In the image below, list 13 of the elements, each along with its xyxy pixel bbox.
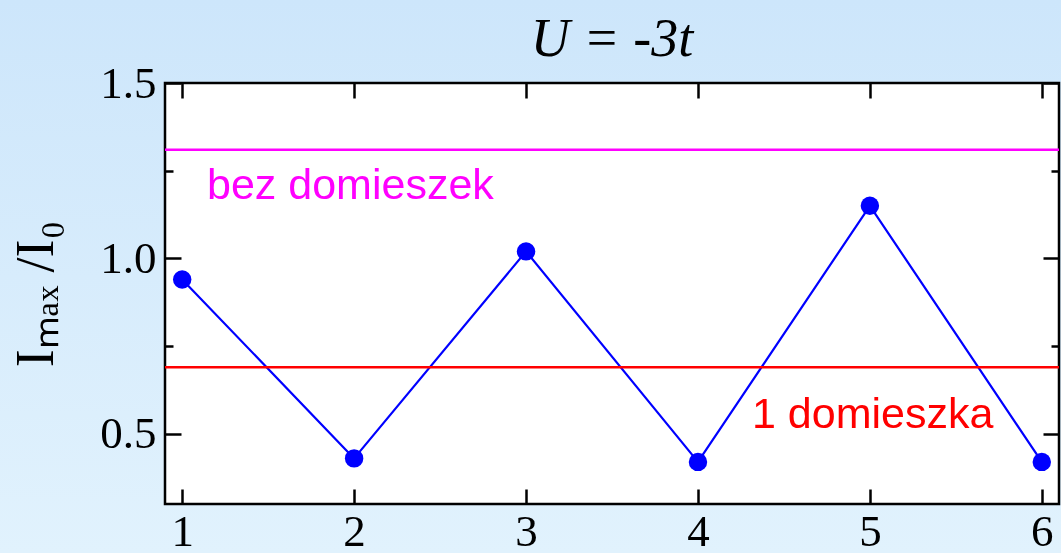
y-tick-label: 1.5 xyxy=(100,57,157,108)
x-tick-label: 3 xyxy=(515,505,538,553)
ref-line-label: 1 domieszka xyxy=(752,389,994,438)
x-tick-label: 2 xyxy=(343,505,366,553)
x-tick-label: 6 xyxy=(1031,505,1054,553)
chart-title: U = -3t xyxy=(530,8,696,68)
x-tick-label: 1 xyxy=(171,505,194,553)
y-tick-label: 1.0 xyxy=(100,232,157,283)
ref-line-label: bez domieszek xyxy=(207,159,495,208)
x-tick-label: 5 xyxy=(859,505,882,553)
y-tick-label: 0.5 xyxy=(100,408,157,459)
x-tick-label: 4 xyxy=(687,505,710,553)
y-axis-title: Iₘₐₓ /I₀ xyxy=(5,220,66,368)
